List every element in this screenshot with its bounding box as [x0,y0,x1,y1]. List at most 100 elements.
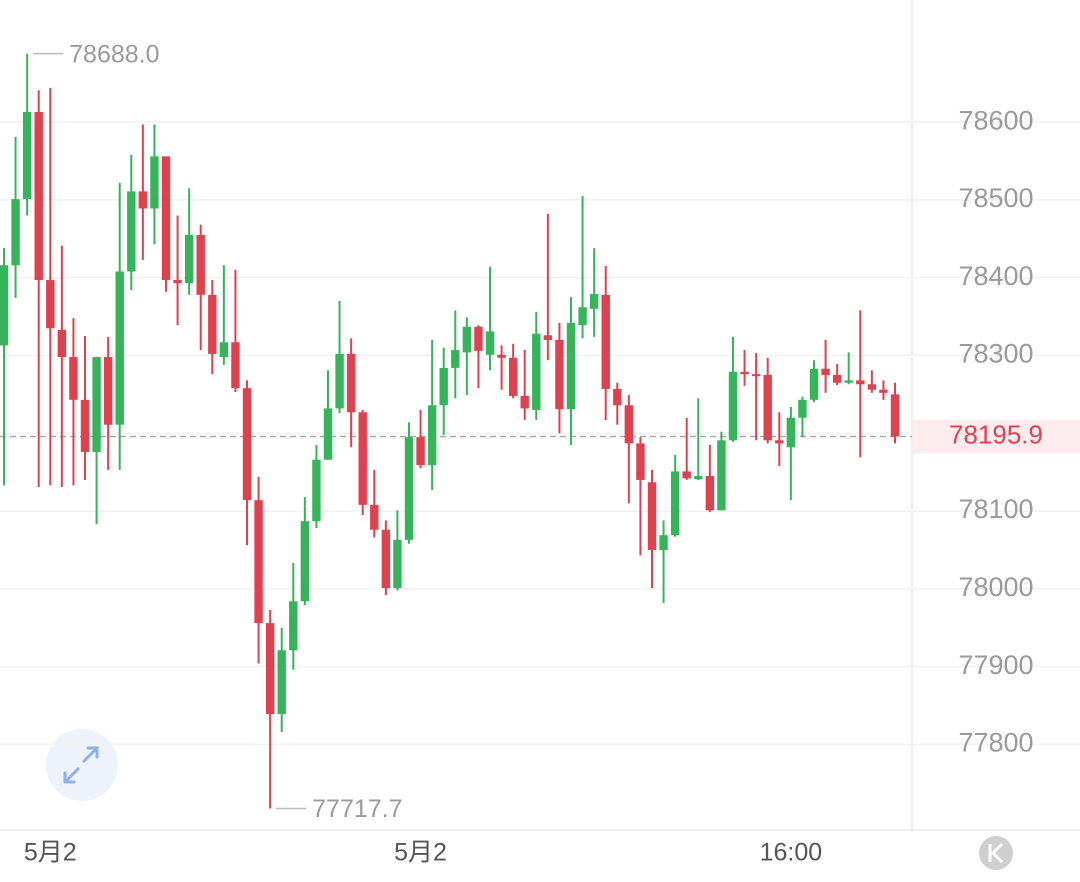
y-tick-label: 78100 [958,494,1033,524]
candle-body [694,476,703,480]
candle-body [566,322,576,410]
candle-body [728,371,738,441]
candle-body [474,326,483,351]
candle-body [659,535,668,550]
candle-body [532,333,541,410]
x-tick-label: 5月2 [394,839,447,867]
candle-body [323,408,333,460]
candle-body [624,405,634,444]
last-price-bg [913,419,1080,454]
x-tick-label: 16:00 [760,839,823,867]
candle-body [717,440,726,511]
candle-body [393,539,402,589]
candle-body [682,471,691,479]
candle-body [543,335,553,340]
candle-body [601,294,610,389]
candle-body [161,156,171,281]
candle-body [832,374,842,383]
candle-body [265,623,275,715]
candle-body [879,389,888,393]
y-tick-label: 77800 [958,728,1033,758]
candle-body [231,342,240,389]
candle-body [670,471,680,536]
candle-body [751,374,761,377]
candle-body [34,112,43,281]
k-button-bg [979,836,1013,870]
candle-body [184,234,194,284]
candle-body [69,357,78,400]
k-button[interactable] [979,836,1013,870]
candle-body [520,395,529,409]
candle-body [439,367,448,406]
y-tick-label: 78300 [958,339,1033,369]
candle-body [22,112,32,200]
candle-body [809,368,819,400]
candle-body [578,307,587,326]
low-marker-label: 77717.7 [312,795,402,823]
candle-body [555,339,564,410]
candle-body [613,388,622,406]
candle-body [485,331,495,355]
expand-icon [63,746,99,784]
candle-body [867,384,877,390]
candle-body [127,191,136,272]
y-tick-label: 78400 [958,261,1033,291]
last-price-label: 78195.9 [949,419,1043,449]
candle-body [462,326,472,353]
candle-body [647,482,657,550]
candle-body [103,357,113,425]
candle-body [46,280,55,329]
candle-body [821,368,830,375]
candle-body [705,476,715,511]
candle-body [57,329,67,358]
candle-body [404,437,414,540]
candle-body [589,294,599,309]
candle-body [497,354,506,358]
candle-body [335,353,344,409]
candle-body [0,265,9,346]
y-tick-label: 77900 [958,650,1033,680]
candle-body [856,380,865,385]
candle-body [196,234,205,295]
candle-body [80,399,90,452]
candle-body [289,601,298,651]
candle-body [277,650,286,715]
candle-body [219,342,229,358]
candle-body [300,521,310,602]
candle-body [358,412,367,505]
candle-body [786,417,796,448]
candle-body [508,357,518,396]
candle-body [11,199,20,266]
candle-body [798,399,807,418]
candle-body [844,380,853,383]
candle-body [138,191,148,209]
candle-body [173,280,182,284]
candle-body [636,443,645,480]
candle-body [740,371,749,375]
y-tick-label: 78000 [958,572,1033,602]
expand-button-bg [46,729,118,801]
candle-body [775,440,784,444]
candle-body [242,388,252,501]
candle-body [92,357,101,452]
candle-body [346,353,356,413]
y-tick-label: 78500 [958,183,1033,213]
candle-body [254,500,263,624]
candle-body [208,294,217,354]
candle-body [381,529,391,589]
high-marker-label: 78688.0 [69,40,159,68]
candle-body [150,156,159,209]
candle-body [427,405,437,466]
y-tick-label: 78600 [958,105,1033,135]
x-tick-label: 5月2 [24,839,77,867]
candle-body [370,504,379,530]
candle-body [890,394,900,437]
candle-body [451,350,460,368]
candle-body [416,437,425,466]
candle-body [763,374,772,441]
k-icon [988,842,1004,864]
candle-body [115,271,124,425]
candle-body [312,459,321,522]
expand-button[interactable] [46,729,118,801]
